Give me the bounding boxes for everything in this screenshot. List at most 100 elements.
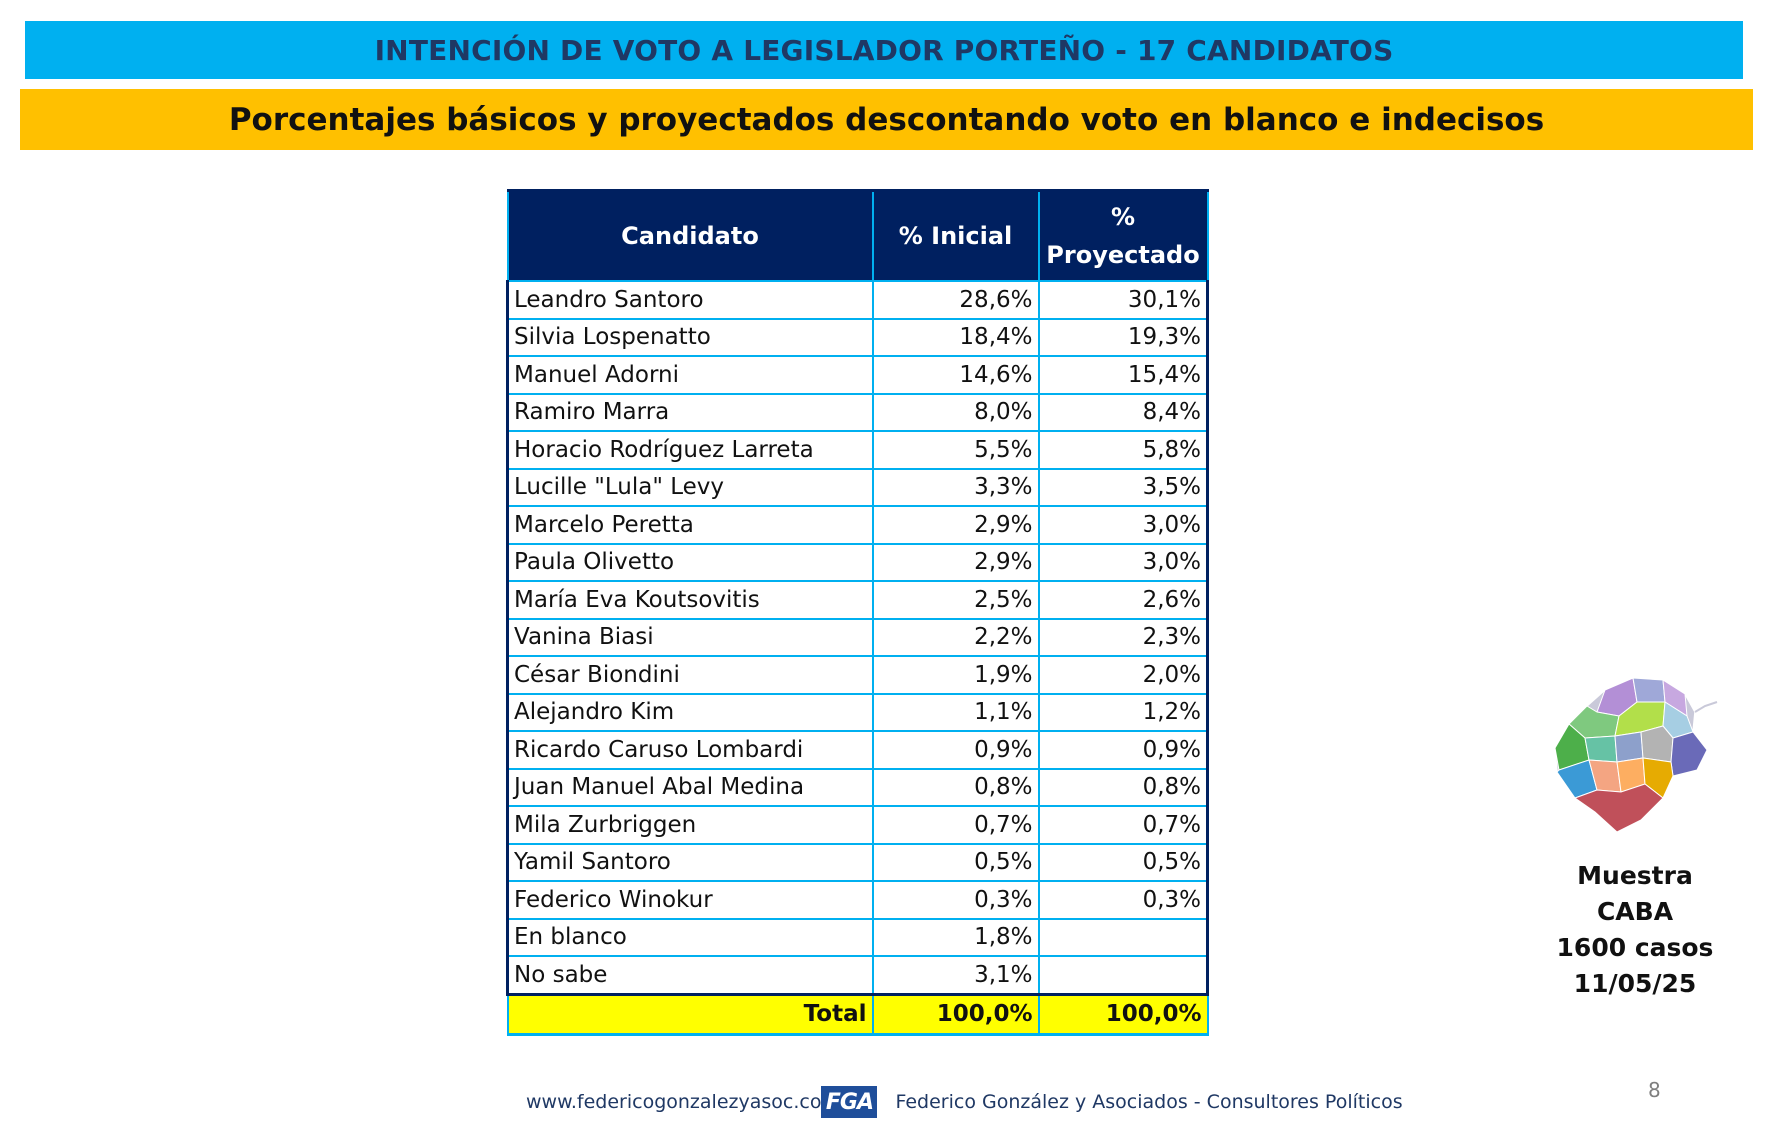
proyectado-value-cell: 3,0%: [1037, 542, 1209, 582]
proyectado-value-cell: 3,5%: [1037, 467, 1209, 507]
inicial-value-cell: 1,9%: [871, 655, 1040, 695]
column-header-proyectado-line1: %: [1110, 203, 1136, 231]
page-number: 8: [1648, 1078, 1661, 1102]
table-row: María Eva Koutsovitis 2,5% 2,6%: [506, 580, 1209, 620]
column-header-proyectado: % Proyectado: [1037, 189, 1209, 282]
proyectado-value-cell: 19,3%: [1037, 317, 1209, 357]
table-row: Paula Olivetto 2,9% 3,0%: [506, 542, 1209, 582]
proyectado-value-cell: 3,0%: [1037, 505, 1209, 545]
inicial-value-cell: 2,9%: [871, 505, 1040, 545]
candidate-name-cell: Leandro Santoro: [506, 280, 874, 320]
inicial-value-cell: 3,3%: [871, 467, 1040, 507]
footer: www.federicogonzalezyasoc.co FGA Federic…: [526, 1085, 1403, 1119]
proyectado-value-cell: 2,6%: [1037, 580, 1209, 620]
total-label: Total: [506, 993, 874, 1036]
inicial-value-cell: 0,7%: [871, 805, 1040, 845]
column-header-inicial: % Inicial: [871, 189, 1040, 282]
footer-firm-name: Federico González y Asociados - Consulto…: [895, 1091, 1403, 1113]
inicial-value-cell: 28,6%: [871, 280, 1040, 320]
candidate-name-cell: Yamil Santoro: [506, 842, 874, 882]
inicial-value-cell: 0,3%: [871, 880, 1040, 920]
table-body: Leandro Santoro 28,6% 30,1% Silvia Lospenat…: [506, 280, 1209, 996]
proyectado-value-cell: 0,9%: [1037, 730, 1209, 770]
table-row: César Biondini 1,9% 2,0%: [506, 655, 1209, 695]
sample-size: 1600 casos: [1556, 933, 1714, 962]
proyectado-value-cell: 0,3%: [1037, 880, 1209, 920]
inicial-value-cell: 8,0%: [871, 392, 1040, 432]
table-row: No sabe 3,1%: [506, 955, 1209, 996]
proyectado-value-cell: 15,4%: [1037, 355, 1209, 395]
inicial-value-cell: 3,1%: [871, 955, 1040, 996]
table-row: Manuel Adorni 14,6% 15,4%: [506, 355, 1209, 395]
sample-info: Muestra CABA 1600 casos 11/05/25: [1545, 858, 1725, 1002]
proyectado-value-cell: 0,7%: [1037, 805, 1209, 845]
candidate-name-cell: Marcelo Peretta: [506, 505, 874, 545]
table-row: Federico Winokur 0,3% 0,3%: [506, 880, 1209, 920]
candidate-name-cell: Federico Winokur: [506, 880, 874, 920]
proyectado-value-cell: [1037, 917, 1209, 957]
page-title: INTENCIÓN DE VOTO A LEGISLADOR PORTEÑO -…: [374, 33, 1394, 67]
candidate-name-cell: Paula Olivetto: [506, 542, 874, 582]
table-row: Yamil Santoro 0,5% 0,5%: [506, 842, 1209, 882]
proyectado-value-cell: 2,3%: [1037, 617, 1209, 657]
inicial-value-cell: 1,1%: [871, 692, 1040, 732]
table-row: Vanina Biasi 2,2% 2,3%: [506, 617, 1209, 657]
candidate-name-cell: En blanco: [506, 917, 874, 957]
table-row: Marcelo Peretta 2,9% 3,0%: [506, 505, 1209, 545]
caba-map-icon: [1554, 677, 1718, 833]
candidate-name-cell: César Biondini: [506, 655, 874, 695]
candidate-name-cell: Horacio Rodríguez Larreta: [506, 430, 874, 470]
inicial-value-cell: 0,5%: [871, 842, 1040, 882]
proyectado-value-cell: [1037, 955, 1209, 996]
subtitle-banner: Porcentajes básicos y proyectados descon…: [20, 89, 1753, 150]
proyectado-value-cell: 2,0%: [1037, 655, 1209, 695]
proyectado-value-cell: 0,8%: [1037, 767, 1209, 807]
candidate-name-cell: Lucille "Lula" Levy: [506, 467, 874, 507]
column-header-candidato: Candidato: [506, 189, 874, 282]
inicial-value-cell: 0,8%: [871, 767, 1040, 807]
table-row: En blanco 1,8%: [506, 917, 1209, 957]
inicial-value-cell: 2,9%: [871, 542, 1040, 582]
candidate-name-cell: Silvia Lospenatto: [506, 317, 874, 357]
candidate-name-cell: María Eva Koutsovitis: [506, 580, 874, 620]
table-header-row: Candidato % Inicial % Proyectado: [506, 189, 1209, 282]
candidate-name-cell: Alejandro Kim: [506, 692, 874, 732]
inicial-value-cell: 2,5%: [871, 580, 1040, 620]
fga-logo: FGA: [821, 1086, 878, 1118]
proyectado-value-cell: 0,5%: [1037, 842, 1209, 882]
title-banner: INTENCIÓN DE VOTO A LEGISLADOR PORTEÑO -…: [25, 21, 1743, 79]
footer-url-link[interactable]: www.federicogonzalezyasoc.co: [526, 1091, 822, 1113]
total-row: Total 100,0% 100,0%: [506, 993, 1209, 1036]
table-row: Ricardo Caruso Lombardi 0,9% 0,9%: [506, 730, 1209, 770]
candidate-name-cell: Ricardo Caruso Lombardi: [506, 730, 874, 770]
proyectado-value-cell: 8,4%: [1037, 392, 1209, 432]
table-row: Juan Manuel Abal Medina 0,8% 0,8%: [506, 767, 1209, 807]
sample-label: Muestra: [1577, 861, 1693, 890]
candidate-name-cell: Manuel Adorni: [506, 355, 874, 395]
inicial-value-cell: 1,8%: [871, 917, 1040, 957]
table-row: Ramiro Marra 8,0% 8,4%: [506, 392, 1209, 432]
results-table: Candidato % Inicial % Proyectado Leandro…: [506, 189, 1209, 1036]
sample-region: CABA: [1596, 897, 1674, 926]
total-inicial: 100,0%: [871, 993, 1040, 1036]
candidate-name-cell: Juan Manuel Abal Medina: [506, 767, 874, 807]
candidate-name-cell: Ramiro Marra: [506, 392, 874, 432]
candidate-name-cell: No sabe: [506, 955, 874, 996]
table-row: Lucille "Lula" Levy 3,3% 3,5%: [506, 467, 1209, 507]
results-table-wrapper: Candidato % Inicial % Proyectado Leandro…: [506, 189, 1209, 1036]
total-proyectado: 100,0%: [1037, 993, 1209, 1036]
proyectado-value-cell: 1,2%: [1037, 692, 1209, 732]
inicial-value-cell: 0,9%: [871, 730, 1040, 770]
inicial-value-cell: 14,6%: [871, 355, 1040, 395]
inicial-value-cell: 2,2%: [871, 617, 1040, 657]
table-row: Alejandro Kim 1,1% 1,2%: [506, 692, 1209, 732]
table-row: Silvia Lospenatto 18,4% 19,3%: [506, 317, 1209, 357]
inicial-value-cell: 18,4%: [871, 317, 1040, 357]
candidate-name-cell: Mila Zurbriggen: [506, 805, 874, 845]
column-header-proyectado-line2: Proyectado: [1046, 241, 1200, 269]
sample-date: 11/05/25: [1573, 969, 1697, 998]
table-row: Horacio Rodríguez Larreta 5,5% 5,8%: [506, 430, 1209, 470]
page-subtitle: Porcentajes básicos y proyectados descon…: [228, 101, 1545, 138]
candidate-name-cell: Vanina Biasi: [506, 617, 874, 657]
table-row: Mila Zurbriggen 0,7% 0,7%: [506, 805, 1209, 845]
